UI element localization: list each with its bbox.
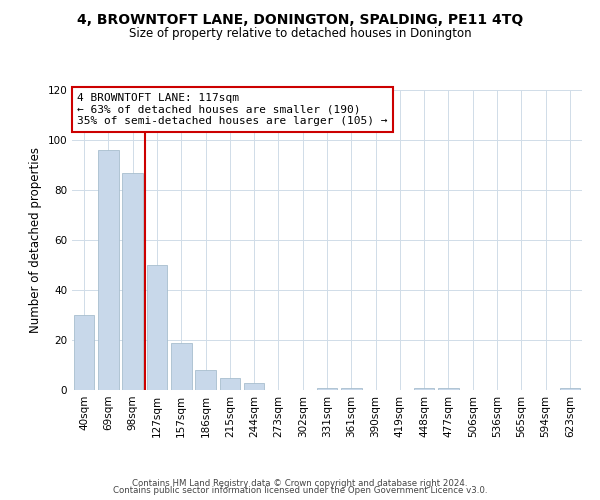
Bar [122, 172, 143, 390]
Text: 4, BROWNTOFT LANE, DONINGTON, SPALDING, PE11 4TQ: 4, BROWNTOFT LANE, DONINGTON, SPALDING, … [77, 12, 523, 26]
Bar [438, 388, 459, 390]
Text: 4 BROWNTOFT LANE: 117sqm
← 63% of detached houses are smaller (190)
35% of semi-: 4 BROWNTOFT LANE: 117sqm ← 63% of detach… [77, 93, 388, 126]
Bar [317, 388, 337, 390]
Bar [195, 370, 216, 390]
Bar [560, 388, 580, 390]
Bar [98, 150, 119, 390]
Bar [244, 382, 265, 390]
Y-axis label: Number of detached properties: Number of detached properties [29, 147, 42, 333]
Bar [341, 388, 362, 390]
Bar [146, 265, 167, 390]
Bar [74, 315, 94, 390]
Bar [414, 388, 434, 390]
Bar [171, 342, 191, 390]
Text: Contains HM Land Registry data © Crown copyright and database right 2024.: Contains HM Land Registry data © Crown c… [132, 478, 468, 488]
Text: Contains public sector information licensed under the Open Government Licence v3: Contains public sector information licen… [113, 486, 487, 495]
Text: Size of property relative to detached houses in Donington: Size of property relative to detached ho… [128, 28, 472, 40]
Bar [220, 378, 240, 390]
